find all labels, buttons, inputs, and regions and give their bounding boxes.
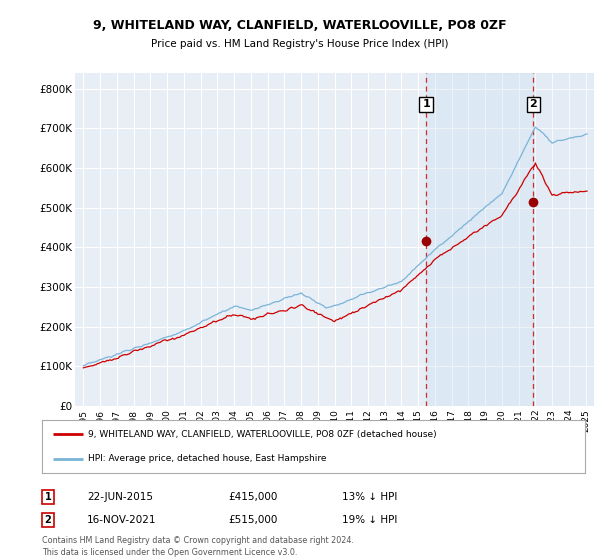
Text: £515,000: £515,000 [228,515,277,525]
Text: 16-NOV-2021: 16-NOV-2021 [87,515,157,525]
Text: £415,000: £415,000 [228,492,277,502]
Text: 1: 1 [44,492,52,502]
Text: HPI: Average price, detached house, East Hampshire: HPI: Average price, detached house, East… [88,454,326,463]
Text: Price paid vs. HM Land Registry's House Price Index (HPI): Price paid vs. HM Land Registry's House … [151,39,449,49]
Text: 9, WHITELAND WAY, CLANFIELD, WATERLOOVILLE, PO8 0ZF: 9, WHITELAND WAY, CLANFIELD, WATERLOOVIL… [93,19,507,32]
Text: 1: 1 [422,100,430,109]
Text: 9, WHITELAND WAY, CLANFIELD, WATERLOOVILLE, PO8 0ZF (detached house): 9, WHITELAND WAY, CLANFIELD, WATERLOOVIL… [88,430,437,439]
Text: 2: 2 [44,515,52,525]
Text: 19% ↓ HPI: 19% ↓ HPI [342,515,397,525]
Bar [533,73,594,406]
Bar [426,73,533,406]
Text: 13% ↓ HPI: 13% ↓ HPI [342,492,397,502]
Text: Contains HM Land Registry data © Crown copyright and database right 2024.
This d: Contains HM Land Registry data © Crown c… [42,536,354,557]
Text: 22-JUN-2015: 22-JUN-2015 [87,492,153,502]
Text: 2: 2 [530,100,537,109]
